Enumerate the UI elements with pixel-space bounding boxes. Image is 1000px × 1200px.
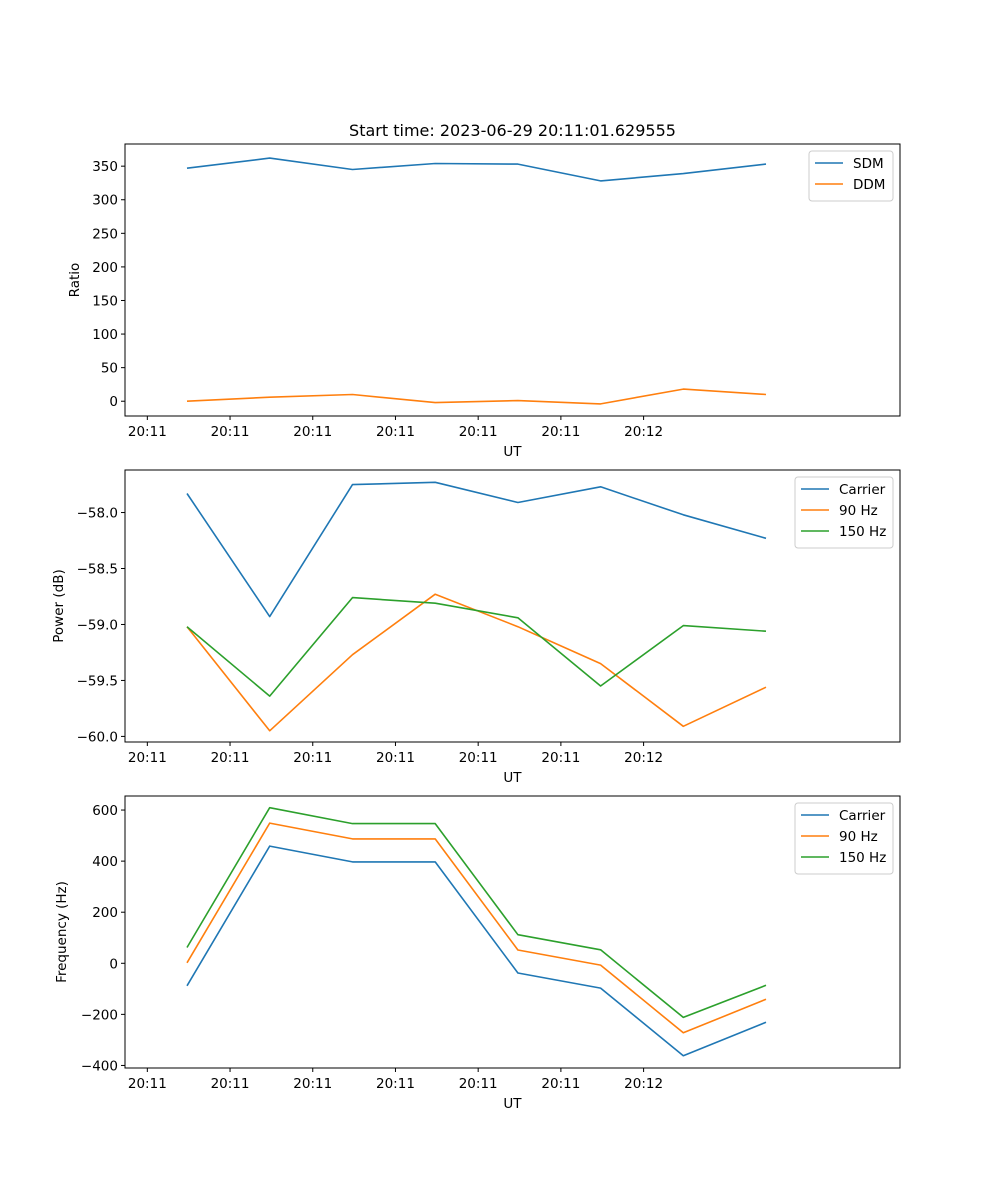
y-tick-label: −59.5 xyxy=(77,673,118,689)
y-tick-label: 0 xyxy=(109,956,118,972)
y-tick-label: 150 xyxy=(92,293,118,309)
y-axis-label: Power (dB) xyxy=(51,569,67,642)
y-tick-label: −58.0 xyxy=(77,506,118,522)
x-tick-label: 20:11 xyxy=(211,750,250,766)
x-tick-label: 20:11 xyxy=(459,750,498,766)
y-tick-label: 0 xyxy=(109,394,118,410)
chart-panel-3: −400 −200 0 200 400 600 20:11 20:11 20:11 20:11 20… xyxy=(54,795,901,1112)
y-tick-label: −58.5 xyxy=(77,562,118,578)
y-tick-label: 250 xyxy=(92,226,118,242)
x-tick-label: 20:11 xyxy=(459,424,498,440)
y-tick-label: 600 xyxy=(92,803,118,819)
series-line-carrier xyxy=(186,481,767,618)
panels: 0 50 100 150 200 250 300 350 20:11 20:11 20:11 20:1… xyxy=(51,143,901,1112)
legend-label-sdm: SDM xyxy=(853,156,884,172)
legend-label-carrier: Carrier xyxy=(839,808,886,824)
y-tick-label: 300 xyxy=(92,193,118,209)
x-tick-label: 20:11 xyxy=(293,1076,332,1092)
series-line-carrier xyxy=(186,845,767,1057)
y-tick-label: −60.0 xyxy=(77,729,118,745)
x-tick-label: 20:11 xyxy=(128,750,167,766)
x-tick-label: 20:11 xyxy=(376,424,415,440)
y-tick-label: −400 xyxy=(81,1058,118,1074)
y-tick-label: 100 xyxy=(92,327,118,343)
y-tick-label: 200 xyxy=(92,260,118,276)
x-tick-label: 20:12 xyxy=(624,750,663,766)
x-tick-label: 20:11 xyxy=(128,1076,167,1092)
chart-panel-1: 0 50 100 150 200 250 300 350 20:11 20:11 20:11 20:1… xyxy=(67,143,901,460)
legend-label-ddm: DDM xyxy=(853,177,885,193)
y-axis-label: Ratio xyxy=(67,263,83,298)
x-tick-label: 20:12 xyxy=(624,424,663,440)
legend-label-150-hz: 150 Hz xyxy=(839,524,886,540)
x-axis-label: UT xyxy=(503,444,522,460)
figure-title: Start time: 2023-06-29 20:11:01.629555 xyxy=(349,121,676,140)
series-line-ddm xyxy=(186,388,767,405)
y-tick-label: 200 xyxy=(92,905,118,921)
y-tick-label: 400 xyxy=(92,854,118,870)
x-axis-label: UT xyxy=(503,1096,522,1112)
x-tick-label: 20:11 xyxy=(211,424,250,440)
y-tick-label: 350 xyxy=(92,159,118,175)
plot-frame xyxy=(124,795,901,1069)
legend-label-150-hz: 150 Hz xyxy=(839,850,886,866)
series-line-150-hz xyxy=(186,806,767,1019)
y-axis-label: Frequency (Hz) xyxy=(54,881,70,983)
y-tick-label: −59.0 xyxy=(77,617,118,633)
chart-panel-2: −60.0 −59.5 −59.0 −58.5 −58.0 20:11 20:11 20:11… xyxy=(51,469,901,786)
x-tick-label: 20:11 xyxy=(211,1076,250,1092)
x-tick-label: 20:11 xyxy=(128,424,167,440)
series-line-sdm xyxy=(186,157,767,182)
series-line-150-hz xyxy=(186,596,767,697)
x-tick-label: 20:11 xyxy=(293,424,332,440)
x-axis-label: UT xyxy=(503,770,522,786)
legend-label-carrier: Carrier xyxy=(839,482,886,498)
x-tick-label: 20:12 xyxy=(624,1076,663,1092)
x-tick-label: 20:11 xyxy=(459,1076,498,1092)
x-tick-label: 20:11 xyxy=(376,1076,415,1092)
x-tick-label: 20:11 xyxy=(541,1076,580,1092)
x-tick-label: 20:11 xyxy=(376,750,415,766)
plot-frame xyxy=(124,143,901,417)
plot-frame xyxy=(124,469,901,743)
y-tick-label: −200 xyxy=(81,1007,118,1023)
x-tick-label: 20:11 xyxy=(541,424,580,440)
legend-label-90-hz: 90 Hz xyxy=(839,503,878,519)
legend-label-90-hz: 90 Hz xyxy=(839,829,878,845)
x-tick-label: 20:11 xyxy=(293,750,332,766)
x-tick-label: 20:11 xyxy=(541,750,580,766)
series-line-90-hz xyxy=(186,822,767,1034)
y-tick-label: 50 xyxy=(101,361,118,377)
